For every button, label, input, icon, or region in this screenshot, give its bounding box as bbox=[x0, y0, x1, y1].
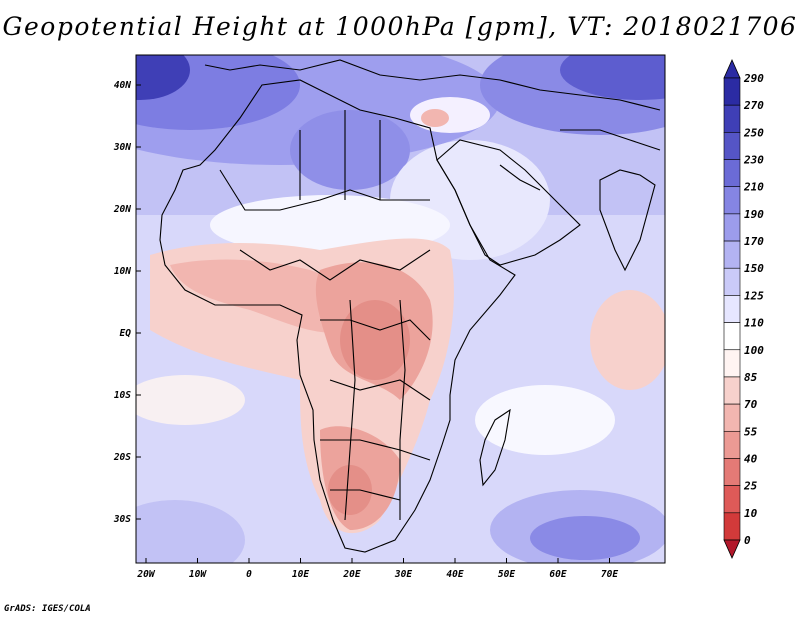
lon-label: 40E bbox=[446, 569, 463, 580]
colorbar-label: 250 bbox=[743, 126, 764, 139]
border-vertical bbox=[344, 299, 406, 521]
field-indian-high-core bbox=[530, 516, 640, 560]
coastlines bbox=[159, 59, 661, 553]
lat-label: 40N bbox=[114, 80, 131, 91]
border-middle-east bbox=[499, 129, 661, 191]
colorbar-label: 55 bbox=[744, 425, 758, 438]
field-west-africa-low bbox=[170, 259, 353, 333]
colorbar-swatch bbox=[723, 267, 741, 296]
field-corner-high bbox=[136, 55, 190, 100]
lon-label: 60E bbox=[549, 569, 566, 580]
madagascar-coast bbox=[479, 408, 511, 487]
border-central-south bbox=[320, 319, 431, 501]
colorbar-swatch bbox=[723, 485, 741, 514]
colorbar-label: 230 bbox=[743, 154, 764, 167]
field-atlantic-neutral bbox=[136, 375, 245, 425]
field-ne-high bbox=[560, 55, 665, 100]
lat-label: 30N bbox=[113, 142, 131, 153]
colorbar: 2902702502302101901701501251101008570554… bbox=[723, 59, 764, 559]
lat-label: EQ bbox=[120, 328, 132, 339]
lat-label: 20S bbox=[113, 452, 131, 463]
colorbar-label: 0 bbox=[744, 534, 751, 547]
colorbar-swatch bbox=[723, 104, 741, 133]
lon-label: 20E bbox=[342, 569, 360, 580]
lat-label: 30S bbox=[113, 514, 131, 525]
field-libya-high bbox=[290, 110, 410, 190]
africa-coast bbox=[159, 79, 516, 553]
map-title: Geopotential Height at 1000hPa [gpm], VT… bbox=[2, 12, 798, 41]
colorbar-swatch bbox=[723, 349, 741, 378]
field-congo-core bbox=[340, 300, 410, 380]
map-plot-area bbox=[136, 55, 665, 563]
colorbar-label: 110 bbox=[744, 317, 764, 330]
colorbar-label: 150 bbox=[744, 262, 764, 275]
colorbar-label: 125 bbox=[744, 289, 764, 302]
colorbar-swatch bbox=[723, 77, 741, 106]
colorbar-label: 10 bbox=[744, 507, 758, 520]
border-north-africa bbox=[299, 110, 381, 200]
lon-label: 30E bbox=[394, 569, 412, 580]
field-south-atlantic-high bbox=[136, 500, 245, 563]
colorbar-swatch bbox=[723, 186, 741, 215]
europe-coast bbox=[204, 59, 661, 111]
colorbar-label: 170 bbox=[744, 235, 764, 248]
colorbar-max-arrow bbox=[723, 59, 741, 79]
colorbar-swatch bbox=[723, 295, 741, 323]
colorbar-label: 40 bbox=[744, 452, 758, 465]
colorbar-swatch bbox=[723, 376, 741, 405]
colorbar-label: 290 bbox=[743, 72, 764, 85]
arabia-coast bbox=[436, 139, 581, 266]
field-indian-low bbox=[590, 290, 665, 390]
lon-label: 10E bbox=[292, 569, 309, 580]
longitude-axis: 20W 10W 0 10E 20E 30E 40E 50E 60E 70E bbox=[136, 558, 618, 580]
lon-label: 10W bbox=[189, 569, 207, 580]
field-madagascar-neutral bbox=[475, 385, 615, 455]
colorbar-label: 25 bbox=[743, 480, 758, 493]
colorbar-swatch bbox=[723, 322, 741, 351]
colorbar-swatch bbox=[723, 240, 741, 269]
lon-label: 20W bbox=[136, 569, 155, 580]
plot-frame bbox=[135, 54, 666, 564]
lon-label: 0 bbox=[246, 569, 252, 580]
lat-label: 20N bbox=[113, 204, 131, 215]
colorbar-label: 190 bbox=[744, 208, 764, 221]
colorbar-swatch bbox=[723, 213, 741, 242]
india-coast bbox=[599, 169, 656, 272]
lat-label: 10N bbox=[114, 266, 131, 277]
colorbar-swatch bbox=[723, 159, 741, 188]
colorbar-label: 85 bbox=[744, 371, 758, 384]
lon-label: 70E bbox=[601, 569, 618, 580]
field-levant-low bbox=[421, 109, 449, 127]
lon-label: 50E bbox=[498, 569, 515, 580]
colorbar-swatch bbox=[723, 458, 741, 486]
grads-credit: GrADS: IGES/COLA bbox=[4, 604, 91, 614]
colorbar-swatch bbox=[723, 403, 741, 432]
border-sahel bbox=[239, 249, 431, 281]
colorbar-label: 100 bbox=[744, 344, 764, 357]
colorbar-label: 70 bbox=[744, 398, 758, 411]
colorbar-min-arrow bbox=[723, 539, 741, 559]
colorbar-swatch bbox=[723, 512, 741, 541]
latitude-axis: 40N 30N 20N 10N EQ 10S 20S 30S bbox=[113, 80, 141, 525]
lat-label: 10S bbox=[114, 390, 131, 401]
colorbar-swatch bbox=[723, 132, 741, 160]
colorbar-label: 210 bbox=[743, 181, 764, 194]
colorbar-swatch bbox=[723, 430, 741, 459]
colorbar-label: 270 bbox=[743, 99, 764, 112]
